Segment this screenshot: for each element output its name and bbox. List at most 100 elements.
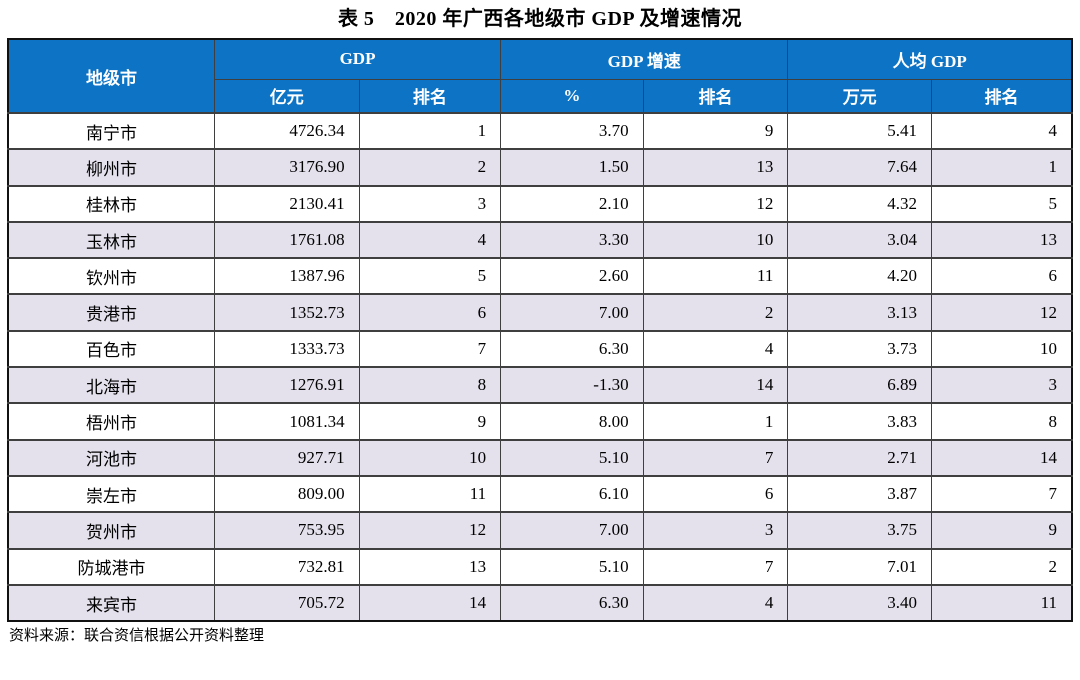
growth-value-cell: 3.70: [500, 112, 644, 150]
city-cell: 北海市: [7, 366, 215, 404]
gdp-value-cell: 1387.96: [213, 257, 360, 295]
gdp-value-cell: 1333.73: [213, 330, 360, 368]
gdp-value-cell: 1276.91: [213, 366, 360, 404]
header-group-row: 地级市 GDP GDP 增速 人均 GDP: [7, 38, 1073, 114]
gdp-rank-cell: 2: [358, 148, 502, 187]
per-capita-value-cell: 3.40: [787, 584, 932, 622]
growth-rank-cell: 4: [642, 584, 789, 622]
gdp-rank-cell: 11: [358, 475, 502, 513]
city-cell: 桂林市: [7, 185, 215, 223]
table-row: 梧州市 1081.34 9 8.00 1 3.83 8: [7, 402, 1073, 441]
per-capita-value-cell: 7.01: [787, 548, 932, 586]
city-cell: 南宁市: [7, 112, 215, 150]
table-row: 崇左市 809.00 11 6.10 6 3.87 7: [7, 475, 1073, 513]
gdp-rank-cell: 3: [358, 185, 502, 223]
growth-value-cell: 1.50: [500, 148, 644, 187]
per-capita-rank-cell: 2: [931, 548, 1073, 586]
gdp-rank-cell: 1: [358, 112, 502, 150]
growth-value-cell: 2.10: [500, 185, 644, 223]
city-cell: 防城港市: [7, 548, 215, 586]
city-cell: 崇左市: [7, 475, 215, 513]
gdp-rank-cell: 7: [358, 330, 502, 368]
growth-value-cell: 3.30: [500, 221, 644, 259]
sub-header-per-capita-rank: 排名: [931, 78, 1073, 114]
table-row: 来宾市 705.72 14 6.30 4 3.40 11: [7, 584, 1073, 622]
group-header-per-capita-gdp: 人均 GDP: [787, 38, 1073, 80]
city-cell: 贺州市: [7, 511, 215, 550]
per-capita-rank-cell: 8: [931, 402, 1073, 441]
sub-header-per-capita-unit: 万元: [787, 78, 932, 114]
per-capita-value-cell: 3.73: [787, 330, 932, 368]
per-capita-rank-cell: 13: [931, 221, 1073, 259]
table-row: 桂林市 2130.41 3 2.10 12 4.32 5: [7, 185, 1073, 223]
gdp-rank-cell: 5: [358, 257, 502, 295]
gdp-value-cell: 3176.90: [213, 148, 360, 187]
gdp-table: 地级市 GDP GDP 增速 人均 GDP 亿元 排名 % 排名 万元 排名 南…: [7, 38, 1073, 623]
group-header-gdp: GDP: [213, 38, 502, 80]
sub-header-gdp-rank: 排名: [358, 78, 502, 114]
per-capita-rank-cell: 10: [931, 330, 1073, 368]
growth-rank-cell: 11: [642, 257, 789, 295]
per-capita-rank-cell: 12: [931, 293, 1073, 332]
table-row: 河池市 927.71 10 5.10 7 2.71 14: [7, 439, 1073, 477]
per-capita-value-cell: 3.83: [787, 402, 932, 441]
growth-rank-cell: 6: [642, 475, 789, 513]
gdp-rank-cell: 10: [358, 439, 502, 477]
growth-rank-cell: 7: [642, 548, 789, 586]
table-title: 表 5 2020 年广西各地级市 GDP 及增速情况: [337, 8, 743, 30]
growth-value-cell: 7.00: [500, 293, 644, 332]
per-capita-rank-cell: 4: [931, 112, 1073, 150]
growth-value-cell: -1.30: [500, 366, 644, 404]
group-header-gdp-growth: GDP 增速: [500, 38, 789, 80]
growth-rank-cell: 10: [642, 221, 789, 259]
growth-rank-cell: 1: [642, 402, 789, 441]
gdp-value-cell: 1352.73: [213, 293, 360, 332]
table-body: 南宁市 4726.34 1 3.70 9 5.41 4 柳州市 3176.90 2 1.50 13 7.…: [7, 112, 1073, 622]
per-capita-rank-cell: 7: [931, 475, 1073, 513]
growth-rank-cell: 14: [642, 366, 789, 404]
per-capita-value-cell: 4.20: [787, 257, 932, 295]
per-capita-rank-cell: 3: [931, 366, 1073, 404]
growth-rank-cell: 7: [642, 439, 789, 477]
city-cell: 来宾市: [7, 584, 215, 622]
sub-header-gdp-unit: 亿元: [213, 78, 360, 114]
table-row: 柳州市 3176.90 2 1.50 13 7.64 1: [7, 148, 1073, 187]
growth-rank-cell: 4: [642, 330, 789, 368]
per-capita-value-cell: 7.64: [787, 148, 932, 187]
growth-value-cell: 2.60: [500, 257, 644, 295]
growth-value-cell: 6.30: [500, 330, 644, 368]
per-capita-value-cell: 6.89: [787, 366, 932, 404]
sub-header-growth-rank: 排名: [642, 78, 789, 114]
gdp-value-cell: 732.81: [213, 548, 360, 586]
growth-value-cell: 8.00: [500, 402, 644, 441]
gdp-rank-cell: 6: [358, 293, 502, 332]
table-row: 贺州市 753.95 12 7.00 3 3.75 9: [7, 511, 1073, 550]
city-cell: 河池市: [7, 439, 215, 477]
growth-rank-cell: 3: [642, 511, 789, 550]
per-capita-rank-cell: 6: [931, 257, 1073, 295]
growth-rank-cell: 2: [642, 293, 789, 332]
table-row: 玉林市 1761.08 4 3.30 10 3.04 13: [7, 221, 1073, 259]
growth-value-cell: 6.10: [500, 475, 644, 513]
col-header-city: 地级市: [7, 38, 215, 114]
table-row: 南宁市 4726.34 1 3.70 9 5.41 4: [7, 112, 1073, 150]
per-capita-value-cell: 5.41: [787, 112, 932, 150]
table-row: 钦州市 1387.96 5 2.60 11 4.20 6: [7, 257, 1073, 295]
growth-value-cell: 5.10: [500, 548, 644, 586]
per-capita-rank-cell: 5: [931, 185, 1073, 223]
growth-rank-cell: 13: [642, 148, 789, 187]
growth-rank-cell: 9: [642, 112, 789, 150]
table-row: 防城港市 732.81 13 5.10 7 7.01 2: [7, 548, 1073, 586]
per-capita-rank-cell: 1: [931, 148, 1073, 187]
gdp-rank-cell: 9: [358, 402, 502, 441]
city-cell: 玉林市: [7, 221, 215, 259]
table-header: 地级市 GDP GDP 增速 人均 GDP 亿元 排名 % 排名 万元 排名: [7, 38, 1073, 114]
gdp-rank-cell: 4: [358, 221, 502, 259]
per-capita-rank-cell: 9: [931, 511, 1073, 550]
growth-value-cell: 7.00: [500, 511, 644, 550]
city-cell: 百色市: [7, 330, 215, 368]
table-row: 北海市 1276.91 8 -1.30 14 6.89 3: [7, 366, 1073, 404]
gdp-value-cell: 927.71: [213, 439, 360, 477]
per-capita-value-cell: 4.32: [787, 185, 932, 223]
